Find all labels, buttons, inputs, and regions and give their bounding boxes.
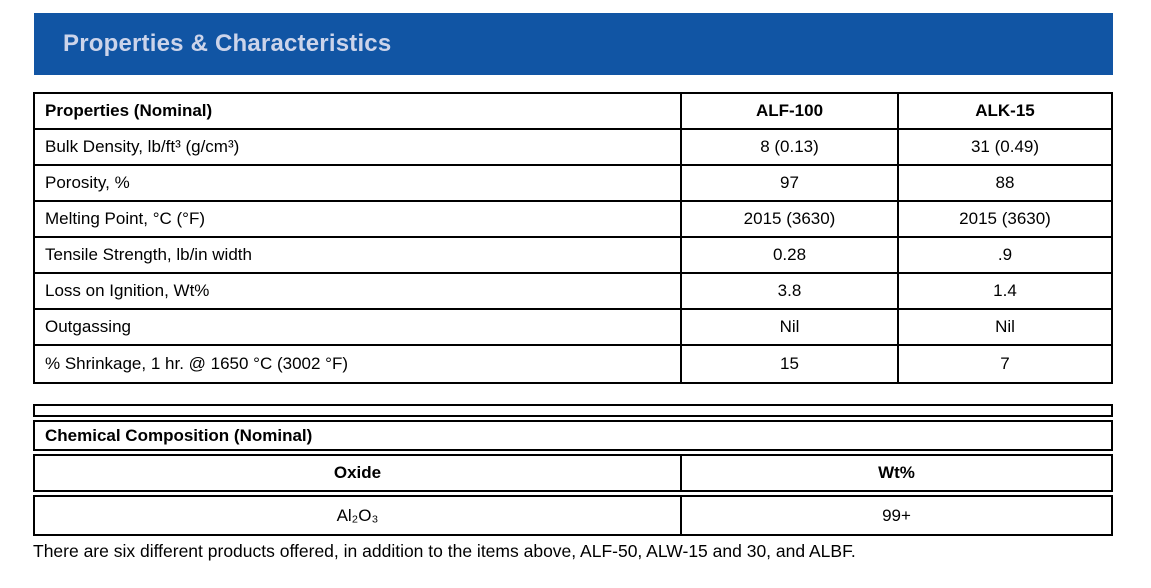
row-label: Outgassing xyxy=(35,310,682,344)
row-label: Bulk Density, lb/ft³ (g/cm³) xyxy=(35,130,682,164)
table-row-porosity: Porosity, % 97 88 xyxy=(35,166,1111,202)
table-row-bulk-density: Bulk Density, lb/ft³ (g/cm³) 8 (0.13) 31… xyxy=(35,130,1111,166)
alf100-value: 0.28 xyxy=(682,238,899,272)
alk15-value: Nil xyxy=(995,317,1015,336)
section-banner: Properties & Characteristics xyxy=(34,13,1113,75)
row-label: Porosity, % xyxy=(35,166,682,200)
properties-header-row: Properties (Nominal) ALF-100 ALK-15 xyxy=(35,94,1111,130)
row-label: Loss on Ignition, Wt% xyxy=(35,274,682,308)
alk15-value: .9 xyxy=(997,245,1013,264)
oxide-data-row: Al₂O₃ 99+ xyxy=(33,495,1113,536)
alf100-value: Nil xyxy=(682,310,899,344)
chemical-composition-title: Chemical Composition (Nominal) xyxy=(45,425,313,445)
row-label: % Shrinkage, 1 hr. @ 1650 °C (3002 °F) xyxy=(35,346,682,382)
header-alf-100: ALF-100 xyxy=(682,94,899,128)
chemical-composition-header: Chemical Composition (Nominal) xyxy=(33,420,1113,451)
empty-spacer-row xyxy=(33,404,1113,417)
alk15-value: 2015 (3630) xyxy=(959,209,1051,228)
oxide-wt-value: 99+ xyxy=(882,505,911,525)
section-title: Properties & Characteristics xyxy=(63,30,392,57)
row-label: Melting Point, °C (°F) xyxy=(35,202,682,236)
header-oxide: Oxide xyxy=(35,456,682,490)
alk15-value: 1.4 xyxy=(993,281,1017,300)
table-row-outgassing: Outgassing Nil Nil xyxy=(35,310,1111,346)
row-label: Tensile Strength, lb/in width xyxy=(35,238,682,272)
header-properties-nominal: Properties (Nominal) xyxy=(35,94,682,128)
oxide-header-row: Oxide Wt% xyxy=(33,454,1113,492)
table-row-loss-on-ignition: Loss on Ignition, Wt% 3.8 1.4 xyxy=(35,274,1111,310)
header-alk-15: ALK-15 xyxy=(975,101,1035,120)
header-wt-percent: Wt% xyxy=(878,463,915,482)
table-row-tensile-strength: Tensile Strength, lb/in width 0.28 .9 xyxy=(35,238,1111,274)
table-row-melting-point: Melting Point, °C (°F) 2015 (3630) 2015 … xyxy=(35,202,1111,238)
oxide-name: Al₂O₃ xyxy=(35,497,682,534)
alk15-value: 88 xyxy=(995,173,1015,192)
alk15-value: 7 xyxy=(1000,354,1010,373)
alf100-value: 8 (0.13) xyxy=(682,130,899,164)
footer-note: There are six different products offered… xyxy=(33,541,856,561)
alf100-value: 15 xyxy=(682,346,899,382)
alf100-value: 2015 (3630) xyxy=(682,202,899,236)
properties-table: Properties (Nominal) ALF-100 ALK-15 Bulk… xyxy=(33,92,1113,384)
alf100-value: 3.8 xyxy=(682,274,899,308)
table-row-shrinkage: % Shrinkage, 1 hr. @ 1650 °C (3002 °F) 1… xyxy=(35,346,1111,382)
alk15-value: 31 (0.49) xyxy=(970,137,1040,156)
alf100-value: 97 xyxy=(682,166,899,200)
